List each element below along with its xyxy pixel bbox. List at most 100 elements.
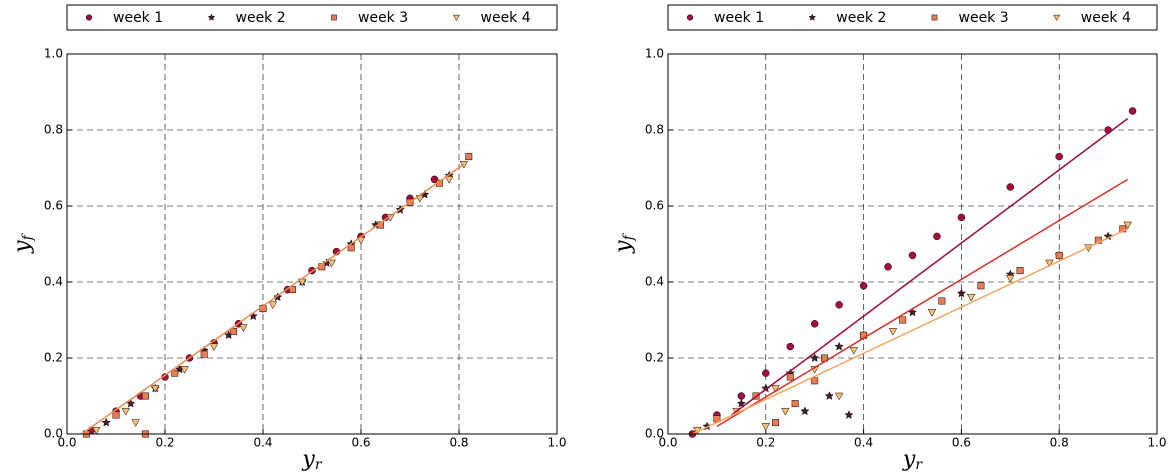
fit-line: [716, 178, 1129, 428]
x-axis-label-main: y: [301, 447, 315, 472]
point: [810, 353, 820, 362]
x-tick-label: 0.4: [253, 436, 272, 450]
point: [273, 292, 283, 302]
point: [834, 341, 844, 351]
point: [849, 347, 859, 355]
fit-line: [81, 163, 465, 435]
legend-marker: [686, 14, 694, 21]
point: [844, 410, 854, 419]
point: [112, 411, 120, 419]
y-tick-label: 0.2: [645, 351, 664, 365]
point: [1016, 267, 1024, 275]
point: [101, 417, 111, 427]
point: [737, 392, 746, 400]
y-tick-label: 0.6: [44, 199, 63, 213]
point: [1055, 152, 1063, 161]
point: [786, 342, 794, 351]
point: [288, 286, 296, 294]
legend-marker: [331, 14, 337, 21]
point: [781, 407, 790, 416]
x-tick-label: 0.6: [952, 436, 971, 450]
point: [933, 232, 941, 241]
legend-box: [667, 4, 1158, 31]
point: [761, 423, 771, 431]
x-tick-label: 0.8: [449, 436, 468, 450]
point: [1055, 251, 1063, 259]
x-axis-label-main: y: [902, 447, 916, 472]
point: [956, 288, 967, 298]
point: [150, 385, 160, 393]
x-tick-label: 0.0: [57, 436, 76, 450]
point: [180, 366, 189, 374]
y-tick-label: 0.8: [645, 123, 664, 137]
x-axis-label: yr: [301, 447, 322, 473]
point: [200, 350, 208, 358]
point: [268, 301, 278, 310]
legend-marker: [1053, 14, 1061, 22]
point: [239, 324, 248, 332]
point: [824, 391, 834, 400]
point: [771, 385, 780, 393]
x-tick-label: 0.2: [155, 436, 174, 450]
y-axis-label-main: y: [611, 240, 636, 254]
point: [908, 251, 917, 260]
y-axis-label-sub: f: [621, 232, 637, 241]
x-tick-label: 0.8: [1050, 436, 1069, 450]
legend-label: week 2: [836, 10, 886, 26]
point: [834, 392, 844, 401]
point: [736, 398, 746, 408]
point: [327, 259, 336, 268]
y-tick-label: 0.4: [44, 275, 63, 289]
point: [772, 419, 780, 427]
legend-marker: [808, 13, 817, 21]
point: [899, 316, 907, 324]
point: [791, 400, 799, 408]
point: [957, 213, 966, 222]
point: [811, 377, 819, 385]
point: [938, 297, 946, 305]
legend-box: [66, 4, 558, 31]
y-tick-label: 0.6: [645, 199, 664, 213]
point: [209, 343, 219, 351]
point: [1123, 221, 1132, 230]
point: [762, 369, 770, 377]
y-tick-label: 0.2: [44, 351, 63, 365]
point: [465, 153, 473, 161]
y-axis-label: yf: [611, 232, 637, 253]
legend-label: week 2: [236, 10, 286, 26]
point: [230, 327, 238, 335]
legend-label: week 1: [113, 10, 163, 26]
x-tick-label: 1.0: [547, 436, 566, 450]
point: [835, 301, 843, 309]
x-tick-label: 0.4: [854, 436, 873, 450]
x-tick-label: 1.0: [1147, 436, 1166, 450]
point: [1128, 107, 1137, 115]
point: [800, 406, 810, 416]
point: [966, 293, 976, 302]
point: [1045, 259, 1054, 268]
y-tick-label: 0.0: [645, 427, 664, 441]
legend-label: week 1: [714, 10, 764, 26]
y-axis-label-main: y: [10, 240, 35, 254]
legend-marker: [85, 14, 93, 21]
legend-label: week 4: [481, 10, 531, 26]
y-axis-label-sub: f: [20, 232, 36, 241]
legend-label: week 3: [358, 10, 408, 26]
point: [859, 282, 868, 290]
point: [131, 419, 140, 427]
point: [1006, 183, 1015, 191]
x-axis-label: yr: [902, 447, 923, 473]
legend-label: week 4: [1081, 10, 1131, 26]
fit-line: [731, 117, 1129, 416]
point: [888, 328, 898, 336]
fit-line: [692, 228, 1128, 435]
x-axis-label-sub: r: [315, 457, 323, 473]
legend-label: week 3: [959, 10, 1009, 26]
point: [884, 263, 892, 271]
y-tick-label: 0.4: [645, 275, 664, 289]
y-tick-label: 0.0: [44, 427, 63, 441]
point: [444, 176, 454, 184]
point: [141, 392, 149, 400]
